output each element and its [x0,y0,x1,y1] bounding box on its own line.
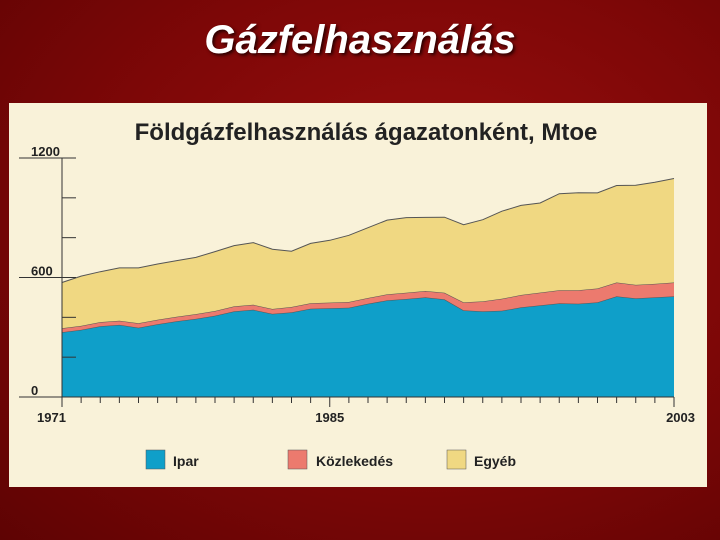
area-chart: Földgázfelhasználás ágazatonként, Mtoe 0… [19,119,695,470]
legend-label-ipar: Ipar [173,453,199,469]
x-tick-label: 1971 [37,410,66,425]
chart-legend: Ipar Közlekedés Egyéb [145,449,516,470]
slide-title: Gázfelhasználás [204,18,516,62]
chart-axes: 0 600 1200 1971 1985 2003 [19,144,695,425]
legend-label-egyeb: Egyéb [474,453,516,469]
area-egyeb [62,178,674,329]
area-edge-egyeb [61,178,675,283]
y-tick-label: 600 [31,264,53,279]
area-kozlekedes [62,282,674,333]
x-tick-label: 2003 [666,410,695,425]
y-tick-label: 0 [31,383,38,398]
x-tick-label: 1985 [315,410,344,425]
chart-title: Földgázfelhasználás ágazatonként, Mtoe [135,119,598,146]
legend-swatch-kozlekedes [287,449,308,470]
area-ipar [62,296,674,397]
legend-swatch-ipar [145,449,166,470]
legend-label-kozlekedes: Közlekedés [316,453,393,469]
chart-areas [61,178,675,397]
chart-panel: Földgázfelhasználás ágazatonként, Mtoe 0… [9,103,707,487]
y-tick-label: 1200 [31,144,60,159]
legend-swatch-egyeb [446,449,467,470]
